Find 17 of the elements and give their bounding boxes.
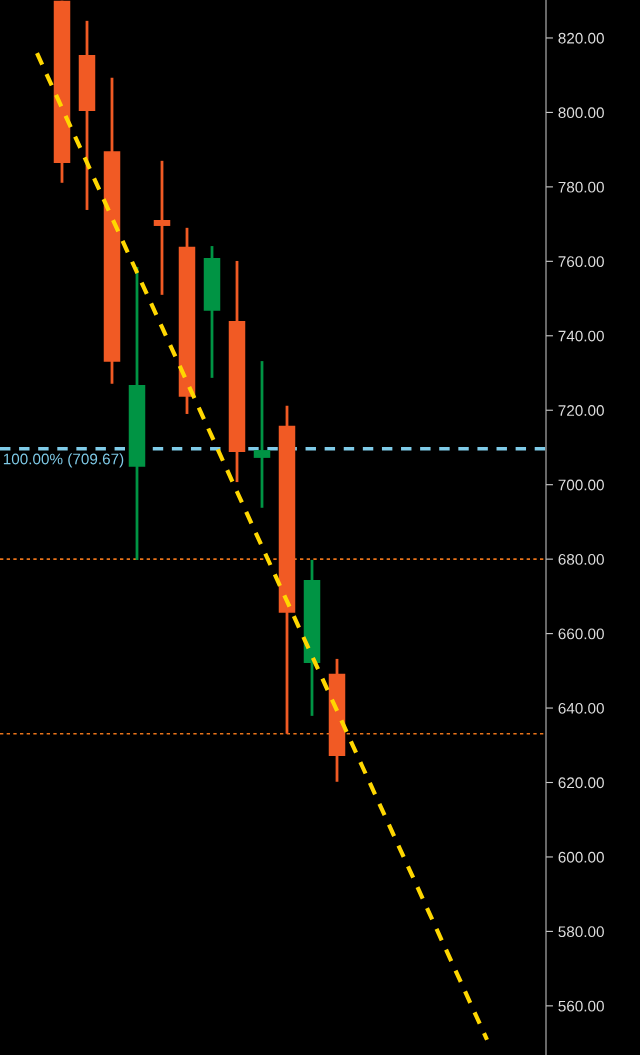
y-tick-label: 740.00 (558, 330, 604, 342)
y-tick-label: 820.00 (558, 32, 604, 44)
candlestick (153, 159, 171, 297)
y-tick-label: 800.00 (558, 107, 604, 119)
y-tick-label: 600.00 (558, 851, 604, 863)
y-tick-label: 780.00 (558, 181, 604, 193)
y-tick-label: 700.00 (558, 479, 604, 491)
y-tick-label: 660.00 (558, 628, 604, 640)
y-tick-label: 640.00 (558, 702, 604, 714)
y-tick-label: 560.00 (558, 1000, 604, 1012)
y-tick-label: 760.00 (558, 256, 604, 268)
y-tick-label: 680.00 (558, 554, 604, 565)
y-tick-label: 720.00 (558, 405, 604, 416)
y-tick-label: 580.00 (558, 926, 604, 938)
candlestick (253, 359, 271, 510)
y-tick-label: 620.00 (558, 777, 604, 789)
ref-line-label: 100.00% (709.67) (3, 453, 124, 468)
